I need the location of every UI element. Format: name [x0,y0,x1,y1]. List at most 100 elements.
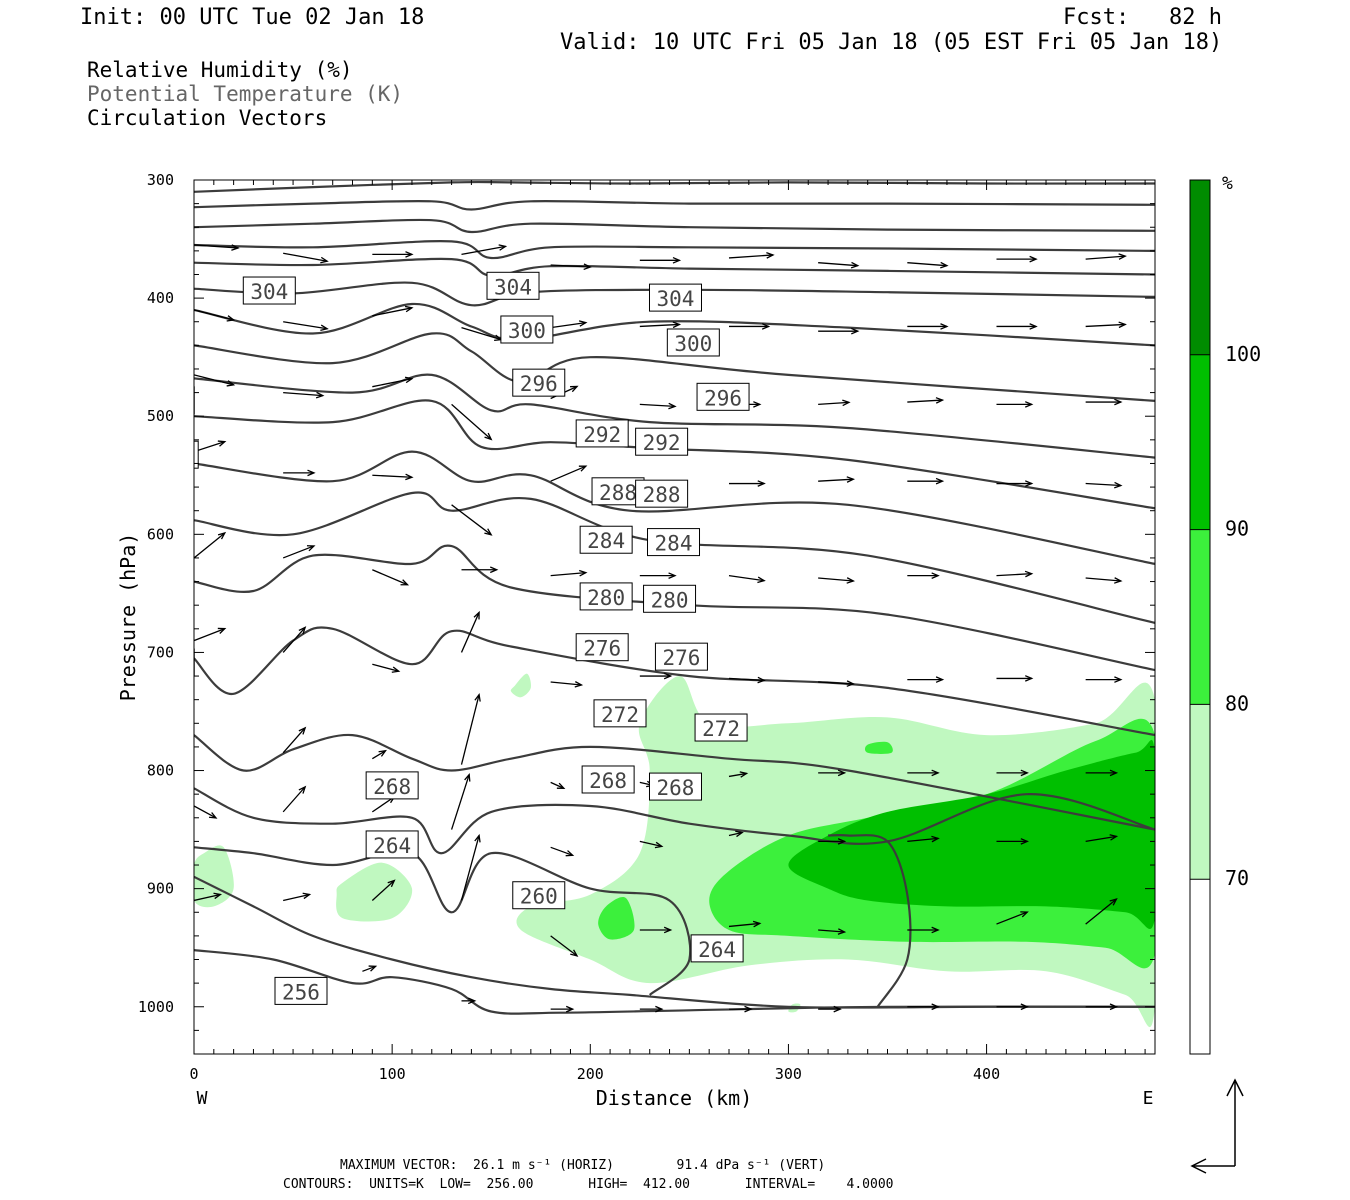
y-tick-label: 400 [147,289,174,307]
svg-text:280: 280 [651,588,689,612]
circulation-vector [372,376,414,388]
svg-text:296: 296 [704,386,742,410]
theta-label: 284 [579,525,633,554]
theta-contour-line [194,626,1155,737]
circulation-vector [371,749,387,760]
rh-region-70-4 [336,862,413,922]
svg-text:300: 300 [508,319,546,343]
circulation-vector [907,676,945,683]
circulation-vector [460,610,480,653]
theta-contour-line [194,399,1155,510]
x-tick-label: 200 [577,1065,604,1083]
circulation-vector [907,835,940,843]
circulation-vector [372,305,414,317]
rh-region-70-3 [194,845,234,908]
circulation-vector [550,320,588,329]
circulation-vector [818,680,856,687]
circulation-vector [451,504,493,536]
theta-label: 296 [696,382,750,411]
svg-text:292: 292 [583,423,621,447]
rh-region-80-8 [864,741,893,755]
circulation-vector [818,1005,842,1013]
colorbar-swatch [1190,704,1210,880]
theta-contour-line [194,787,1155,855]
circulation-vector [907,926,940,934]
y-tick-label: 600 [147,525,174,543]
theta-contour-line [194,949,1155,1015]
circulation-vector [907,397,945,404]
circulation-vector [996,480,1034,487]
circulation-vector [1085,253,1127,260]
svg-text:276: 276 [583,637,621,661]
theta-label: 304 [486,271,540,300]
theta-contour-line [194,846,692,996]
theta-label: 304 [242,276,296,305]
circulation-vector [996,838,1029,845]
circulation-vector [639,840,664,849]
circulation-vector [550,1005,575,1013]
circulation-vector [996,323,1038,330]
circulation-vector [460,693,481,765]
colorbar-swatch [1190,180,1210,355]
east-end-label: E [1143,1088,1154,1109]
circulation-vector [550,569,588,577]
circulation-vector [818,327,860,335]
rh-region-80-7 [598,897,635,940]
valid-time: Valid: 10 UTC Fri 05 Jan 18 (05 EST Fri … [560,30,1223,55]
y-tick-label: 900 [147,880,174,898]
theta-label: 300 [666,328,720,357]
init-time: Init: 00 UTC Tue 02 Jan 18 [80,5,425,30]
circulation-vector [1085,676,1123,683]
circulation-vector [639,926,673,934]
x-axis-title: Distance (km) [596,1086,753,1110]
circulation-vector [282,726,307,754]
svg-text:264: 264 [373,834,411,858]
circulation-vector [1085,577,1123,584]
circulation-vector [372,663,401,673]
theta-label: 256 [274,976,328,1005]
circulation-vector [996,570,1034,578]
theta-contour-line [194,281,1155,307]
circulation-vector [372,569,410,586]
svg-text:260: 260 [520,885,558,909]
theta-label: 272 [593,699,647,728]
theta-label: 292 [575,419,629,448]
svg-text:280: 280 [587,586,625,610]
circulation-vector [907,261,949,269]
field-theta-label: Potential Temperature (K) [87,82,404,106]
colorbar-swatch [1190,354,1210,530]
circulation-vector [1085,834,1119,843]
theta-contour-line [194,544,1155,672]
max-vector-info: MAXIMUM VECTOR: 26.1 m s⁻¹ (HORIZ) 91.4 … [340,1158,826,1173]
west-end-label: W [197,1088,208,1109]
circulation-vector [461,997,477,1005]
theta-contour-line [194,373,1155,459]
svg-text:256: 256 [282,980,320,1004]
x-tick-label: 0 [189,1065,198,1083]
svg-text:292: 292 [643,431,681,455]
y-tick-label: 1000 [138,998,174,1016]
circulation-vector [451,403,493,441]
circulation-vector [907,323,949,330]
theta-label: 272 [694,713,748,742]
svg-text:288: 288 [599,481,637,505]
circulation-vector [282,626,307,653]
y-axis-title: Pressure (hPa) [116,533,140,702]
circulation-vector [728,676,766,684]
svg-text:304: 304 [250,280,288,304]
circulation-vector [461,244,508,256]
theta-label: 288 [635,479,689,508]
theta-contour-line [194,450,1155,565]
circulation-vector [362,965,378,972]
circulation-vector [550,681,584,688]
svg-text:284: 284 [587,529,625,553]
colorbar-level-label: 80 [1225,691,1249,715]
y-tick-label: 300 [147,171,174,189]
circulation-vector [1085,481,1123,489]
rh-colorbar: 70 80 90 100 [1189,179,1261,1055]
circulation-vector [194,374,236,387]
y-tick-label: 700 [147,643,174,661]
x-tick-label: 300 [775,1065,802,1083]
circulation-vector [283,892,312,902]
